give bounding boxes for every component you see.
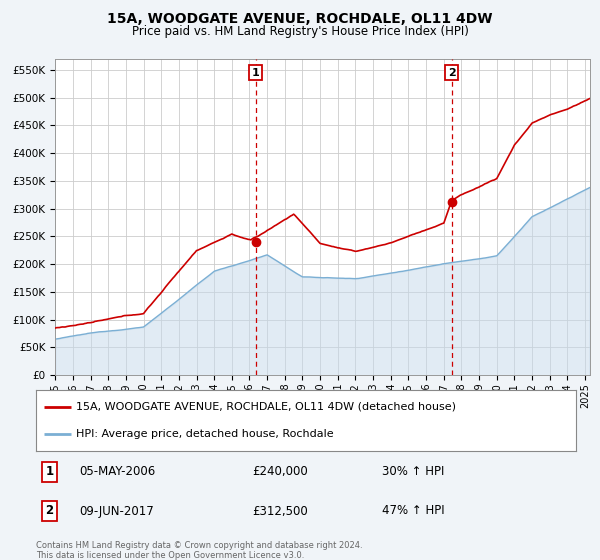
Text: 15A, WOODGATE AVENUE, ROCHDALE, OL11 4DW (detached house): 15A, WOODGATE AVENUE, ROCHDALE, OL11 4DW…: [77, 402, 457, 412]
Text: 15A, WOODGATE AVENUE, ROCHDALE, OL11 4DW: 15A, WOODGATE AVENUE, ROCHDALE, OL11 4DW: [107, 12, 493, 26]
Text: £312,500: £312,500: [252, 505, 308, 517]
Text: 2: 2: [46, 505, 53, 517]
Text: HPI: Average price, detached house, Rochdale: HPI: Average price, detached house, Roch…: [77, 430, 334, 440]
Text: 1: 1: [46, 465, 53, 478]
Text: 47% ↑ HPI: 47% ↑ HPI: [382, 505, 444, 517]
Text: 1: 1: [252, 68, 260, 78]
Text: £240,000: £240,000: [252, 465, 308, 478]
Text: 09-JUN-2017: 09-JUN-2017: [79, 505, 154, 517]
Text: 30% ↑ HPI: 30% ↑ HPI: [382, 465, 444, 478]
Text: Price paid vs. HM Land Registry's House Price Index (HPI): Price paid vs. HM Land Registry's House …: [131, 25, 469, 38]
Text: Contains HM Land Registry data © Crown copyright and database right 2024.
This d: Contains HM Land Registry data © Crown c…: [36, 540, 362, 560]
Text: 2: 2: [448, 68, 455, 78]
Text: 05-MAY-2006: 05-MAY-2006: [79, 465, 155, 478]
